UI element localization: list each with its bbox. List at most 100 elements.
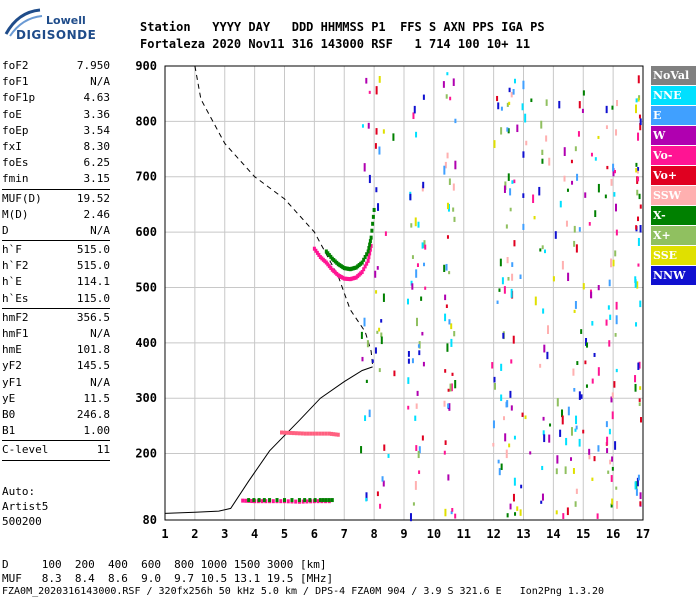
trace-point (330, 431, 334, 436)
noise-mark (424, 286, 427, 290)
noise-mark (361, 124, 364, 128)
noise-mark (606, 436, 609, 445)
param-separator (2, 440, 110, 442)
noise-mark (409, 513, 412, 522)
noise-mark (450, 323, 453, 330)
noise-mark (575, 488, 578, 494)
noise-mark (556, 398, 559, 407)
noise-mark (584, 192, 587, 198)
noise-mark (565, 220, 568, 227)
noise-mark (635, 488, 638, 496)
noise-mark (378, 368, 381, 373)
noise-mark (543, 344, 546, 353)
trace-point (332, 432, 336, 437)
noise-mark (576, 173, 579, 181)
param-name: foF1p (2, 91, 36, 105)
noise-mark (542, 430, 545, 436)
noise-mark (590, 152, 593, 157)
noise-mark (503, 416, 506, 421)
noise-mark (638, 398, 641, 402)
trace-point (316, 499, 320, 504)
trace-point (288, 430, 292, 435)
x-tick-label: 17 (636, 527, 650, 541)
noise-mark (606, 165, 609, 170)
noise-mark (383, 444, 386, 451)
noise-mark (378, 75, 381, 83)
noise-mark (567, 272, 570, 282)
noise-mark (416, 263, 419, 268)
noise-mark (549, 423, 552, 427)
trace-point (303, 431, 307, 436)
noise-mark (636, 189, 639, 196)
noise-mark (637, 97, 640, 102)
noise-mark (512, 335, 515, 344)
noise-mark (454, 513, 457, 519)
noise-mark (415, 445, 418, 452)
noise-mark (514, 512, 517, 516)
noise-mark (546, 325, 549, 334)
noise-mark (510, 91, 513, 98)
param-value: 515.0 (76, 259, 110, 273)
noise-mark (421, 242, 424, 249)
noise-mark (555, 468, 558, 475)
param-name: foF1 (2, 75, 29, 89)
noise-mark (572, 468, 575, 474)
noise-mark (453, 331, 456, 337)
noise-mark (545, 99, 548, 106)
noise-mark (612, 259, 615, 267)
noise-mark (616, 99, 619, 107)
legend-item: NNW (651, 266, 696, 285)
noise-mark (499, 258, 502, 267)
noise-mark (412, 502, 415, 506)
y-tick-label: 900 (135, 59, 157, 73)
noise-mark (450, 511, 453, 515)
trace-point (327, 498, 331, 503)
y-tick-label: 500 (135, 280, 157, 294)
noise-mark (493, 140, 496, 148)
x-tick-label: 14 (546, 527, 560, 541)
trace-point (363, 255, 367, 260)
noise-mark (507, 173, 510, 181)
x-tick-label: 8 (371, 527, 378, 541)
noise-mark (580, 329, 583, 334)
noise-mark (421, 435, 424, 441)
noise-mark (545, 135, 548, 142)
noise-mark (615, 301, 618, 310)
noise-mark (582, 90, 585, 96)
noise-mark (530, 98, 533, 103)
digisonde-logo: Lowell DIGISONDE (4, 6, 124, 42)
noise-mark (570, 427, 573, 436)
param-name: C-level (2, 443, 49, 457)
noise-mark (606, 448, 609, 454)
noise-mark (563, 175, 566, 182)
noise-mark (508, 87, 511, 93)
noise-mark (510, 359, 513, 364)
noise-mark (424, 244, 427, 250)
noise-mark (607, 470, 610, 474)
noise-mark (574, 146, 577, 152)
param-value: N/A (90, 75, 110, 89)
param-row: hmE 101.8 (2, 342, 110, 358)
noise-mark (380, 319, 383, 323)
param-row: hmF2 356.5 (2, 310, 110, 326)
noise-mark (509, 503, 512, 510)
trace-point (360, 269, 364, 274)
noise-mark (445, 94, 448, 99)
param-value: 11 (96, 443, 110, 457)
param-separator (2, 307, 110, 309)
noise-mark (387, 453, 390, 458)
noise-mark (414, 415, 417, 421)
trace-point (368, 242, 372, 247)
param-value: 101.8 (76, 343, 110, 357)
param-value: 4.63 (83, 91, 111, 105)
noise-mark (446, 72, 449, 76)
noise-mark (615, 129, 618, 136)
noise-mark (363, 317, 366, 327)
noise-mark (363, 163, 366, 172)
noise-mark (406, 298, 409, 305)
param-row: MUF(D) 19.52 (2, 191, 110, 207)
param-value: 19.52 (76, 191, 110, 205)
noise-mark (548, 434, 551, 443)
noise-mark (546, 351, 549, 360)
header-line2: Fortaleza 2020 Nov11 316 143000 RSF 1 71… (140, 37, 531, 51)
